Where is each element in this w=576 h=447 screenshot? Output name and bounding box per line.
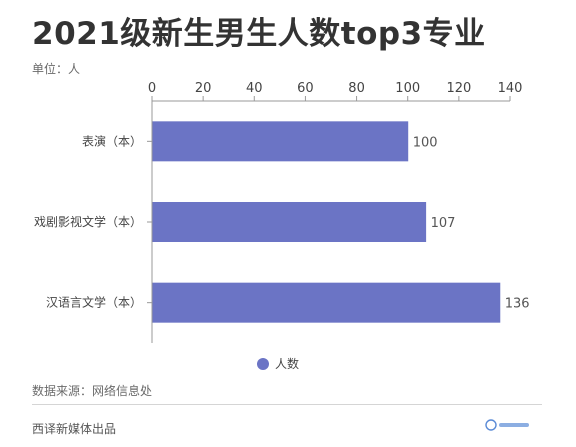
bar bbox=[152, 282, 501, 323]
unit-label: 单位：人 bbox=[32, 62, 81, 76]
category-label: 汉语言文学（本） bbox=[46, 295, 142, 310]
footer-credit: 西译新媒体出品 bbox=[32, 422, 117, 436]
category-label: 戏剧影视文学（本） bbox=[34, 214, 142, 229]
bars: 100 107 136 bbox=[152, 121, 530, 323]
bar bbox=[152, 202, 427, 242]
publisher-logo-icon bbox=[485, 419, 529, 431]
x-tick-label: 140 bbox=[498, 81, 523, 96]
category-label: 表演（本） bbox=[82, 133, 142, 148]
bar bbox=[152, 121, 409, 162]
chart-title: 2021级新生男生人数top3专业 bbox=[32, 16, 486, 52]
legend: 人数 bbox=[257, 355, 299, 372]
y-axis: 表演（本） 戏剧影视文学（本） 汉语言文学（本） bbox=[34, 101, 153, 343]
legend-marker bbox=[257, 357, 269, 370]
x-tick-label: 40 bbox=[246, 81, 263, 96]
x-tick-label: 120 bbox=[446, 81, 471, 96]
x-tick-label: 80 bbox=[348, 81, 365, 96]
x-tick-label: 20 bbox=[195, 81, 212, 96]
x-tick-label: 0 bbox=[148, 81, 156, 96]
footer-divider bbox=[32, 404, 542, 405]
legend-label: 人数 bbox=[275, 357, 300, 371]
data-source: 数据来源：网络信息处 bbox=[32, 384, 153, 398]
x-tick-label: 60 bbox=[297, 81, 314, 96]
x-axis: 0 20 40 60 80 100 120 140 bbox=[148, 81, 523, 102]
bar-value-label: 100 bbox=[413, 135, 438, 150]
bar-value-label: 136 bbox=[505, 297, 530, 312]
bar-value-label: 107 bbox=[431, 216, 456, 231]
x-tick-label: 100 bbox=[395, 81, 420, 96]
